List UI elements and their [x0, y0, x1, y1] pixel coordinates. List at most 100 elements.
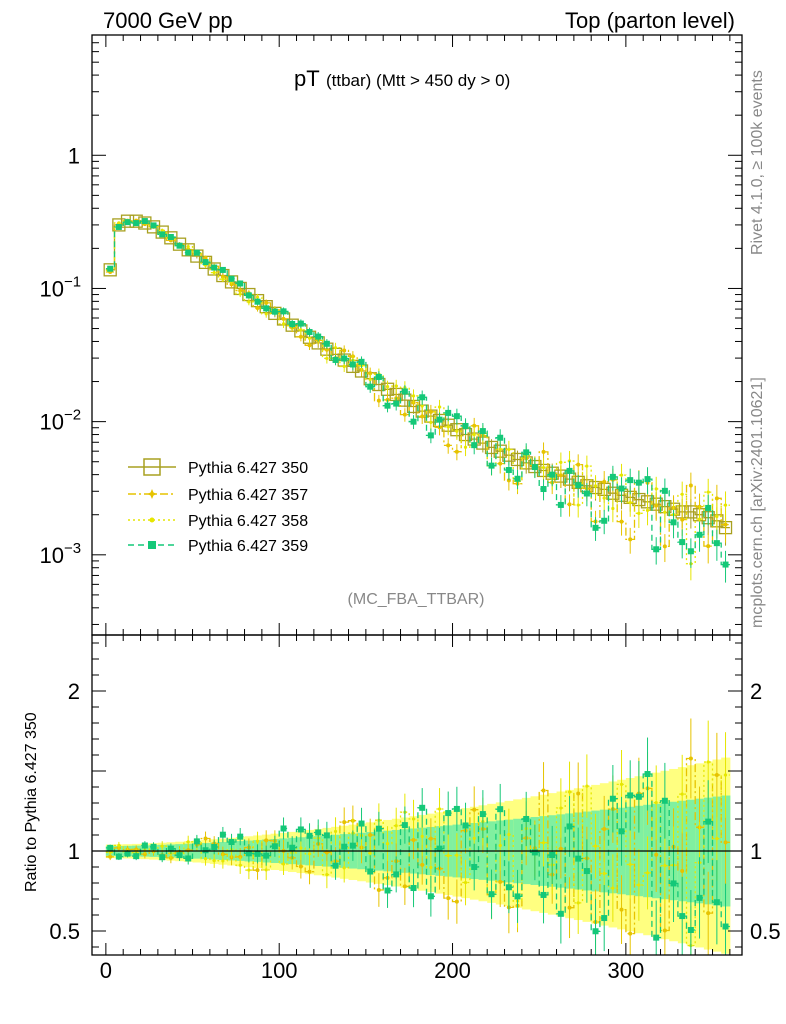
data-point: [429, 420, 433, 425]
data-point: [255, 306, 260, 311]
ratio-point: [298, 864, 303, 869]
data-point: [531, 464, 538, 471]
ratio-point: [186, 840, 190, 844]
data-point: [446, 443, 451, 448]
x-tick-label: 100: [261, 958, 298, 983]
ratio-point: [436, 845, 443, 852]
ratio-point: [583, 868, 590, 875]
ratio-point: [420, 834, 424, 838]
data-point: [324, 347, 329, 352]
data-point: [602, 496, 606, 500]
ratio-point: [661, 797, 668, 804]
ratio-point: [627, 792, 634, 799]
ratio-point: [497, 806, 504, 813]
ratio-point: [263, 852, 270, 859]
ratio-line: [105, 757, 730, 935]
data-point: [271, 308, 278, 315]
ratio-point: [637, 883, 641, 887]
ratio-point: [358, 820, 365, 827]
data-point: [176, 242, 183, 249]
ratio-point: [375, 825, 382, 832]
ratio-point: [219, 831, 226, 838]
ratio-point: [618, 828, 625, 835]
data-point: [498, 461, 503, 466]
ratio-point: [133, 853, 140, 860]
data-point: [280, 308, 287, 315]
ratio-point: [540, 891, 547, 898]
data-point: [723, 522, 728, 527]
data-point: [505, 467, 512, 474]
data-point: [592, 524, 599, 531]
ratio-point: [384, 887, 391, 894]
data-point: [628, 500, 632, 505]
ratio-point: [602, 871, 606, 876]
data-point: [159, 231, 166, 238]
data-point: [654, 487, 658, 491]
ratio-point: [271, 843, 278, 850]
ratio-point: [410, 885, 417, 892]
x-tick-label: 300: [608, 958, 645, 983]
ratio-point: [628, 931, 633, 936]
data-point: [453, 413, 460, 420]
data-point: [141, 218, 148, 225]
data-point: [506, 478, 511, 483]
ratio-point: [479, 811, 486, 818]
ratio-point: [228, 839, 235, 846]
ratio-point: [628, 862, 632, 867]
ratio-point: [376, 887, 381, 892]
legend-marker-359: [148, 541, 156, 549]
data-point: [368, 377, 372, 382]
data-point: [437, 405, 442, 409]
ratio-point: [549, 851, 556, 858]
ratio-point: [264, 868, 268, 872]
ratio-y-tick-label-right: 2: [750, 679, 762, 704]
ratio-point: [654, 800, 658, 805]
ratio-ylabel: Ratio to Pythia 6.427 350: [23, 712, 40, 892]
ratio-point: [115, 853, 122, 860]
legend-marker-357: [147, 489, 157, 499]
data-point: [645, 508, 650, 512]
ratio-point: [280, 825, 287, 832]
data-point: [705, 504, 712, 511]
data-point: [203, 256, 208, 261]
ratio-point: [393, 871, 400, 878]
data-point: [576, 462, 581, 467]
ratio-point: [315, 829, 322, 836]
ratio-point: [505, 884, 512, 891]
data-point: [376, 398, 381, 403]
data-point: [358, 358, 365, 365]
ratio-point: [306, 832, 313, 839]
ratio-y-tick-label-right: 1: [750, 839, 762, 864]
data-point: [541, 465, 546, 470]
ratio-point: [471, 864, 478, 871]
ratio-point: [401, 822, 408, 829]
data-point: [289, 321, 296, 328]
data-point: [684, 505, 698, 519]
data-point: [436, 416, 443, 423]
data-point: [117, 221, 121, 225]
ratio-point: [696, 894, 703, 901]
series-line: [105, 220, 730, 566]
ratio-point: [559, 806, 563, 810]
data-point: [254, 298, 261, 305]
data-point: [619, 519, 624, 524]
data-point: [611, 506, 615, 511]
ratio-point: [332, 862, 339, 869]
data-point: [419, 394, 426, 401]
ratio-point: [592, 928, 599, 935]
data-point: [202, 259, 209, 266]
ratio-point: [602, 826, 607, 831]
data-point: [341, 355, 348, 362]
data-point: [420, 414, 425, 419]
ratio-plot-frame: [91, 634, 743, 956]
data-point: [484, 440, 499, 455]
legend-entry-350: Pythia 6.427 350: [128, 458, 308, 477]
data-point: [368, 371, 373, 376]
data-point: [583, 490, 590, 497]
ratio-point: [368, 851, 372, 855]
data-point: [263, 305, 270, 312]
ratio-point: [203, 857, 208, 861]
ratio-point: [514, 893, 521, 900]
data-point: [593, 484, 598, 488]
